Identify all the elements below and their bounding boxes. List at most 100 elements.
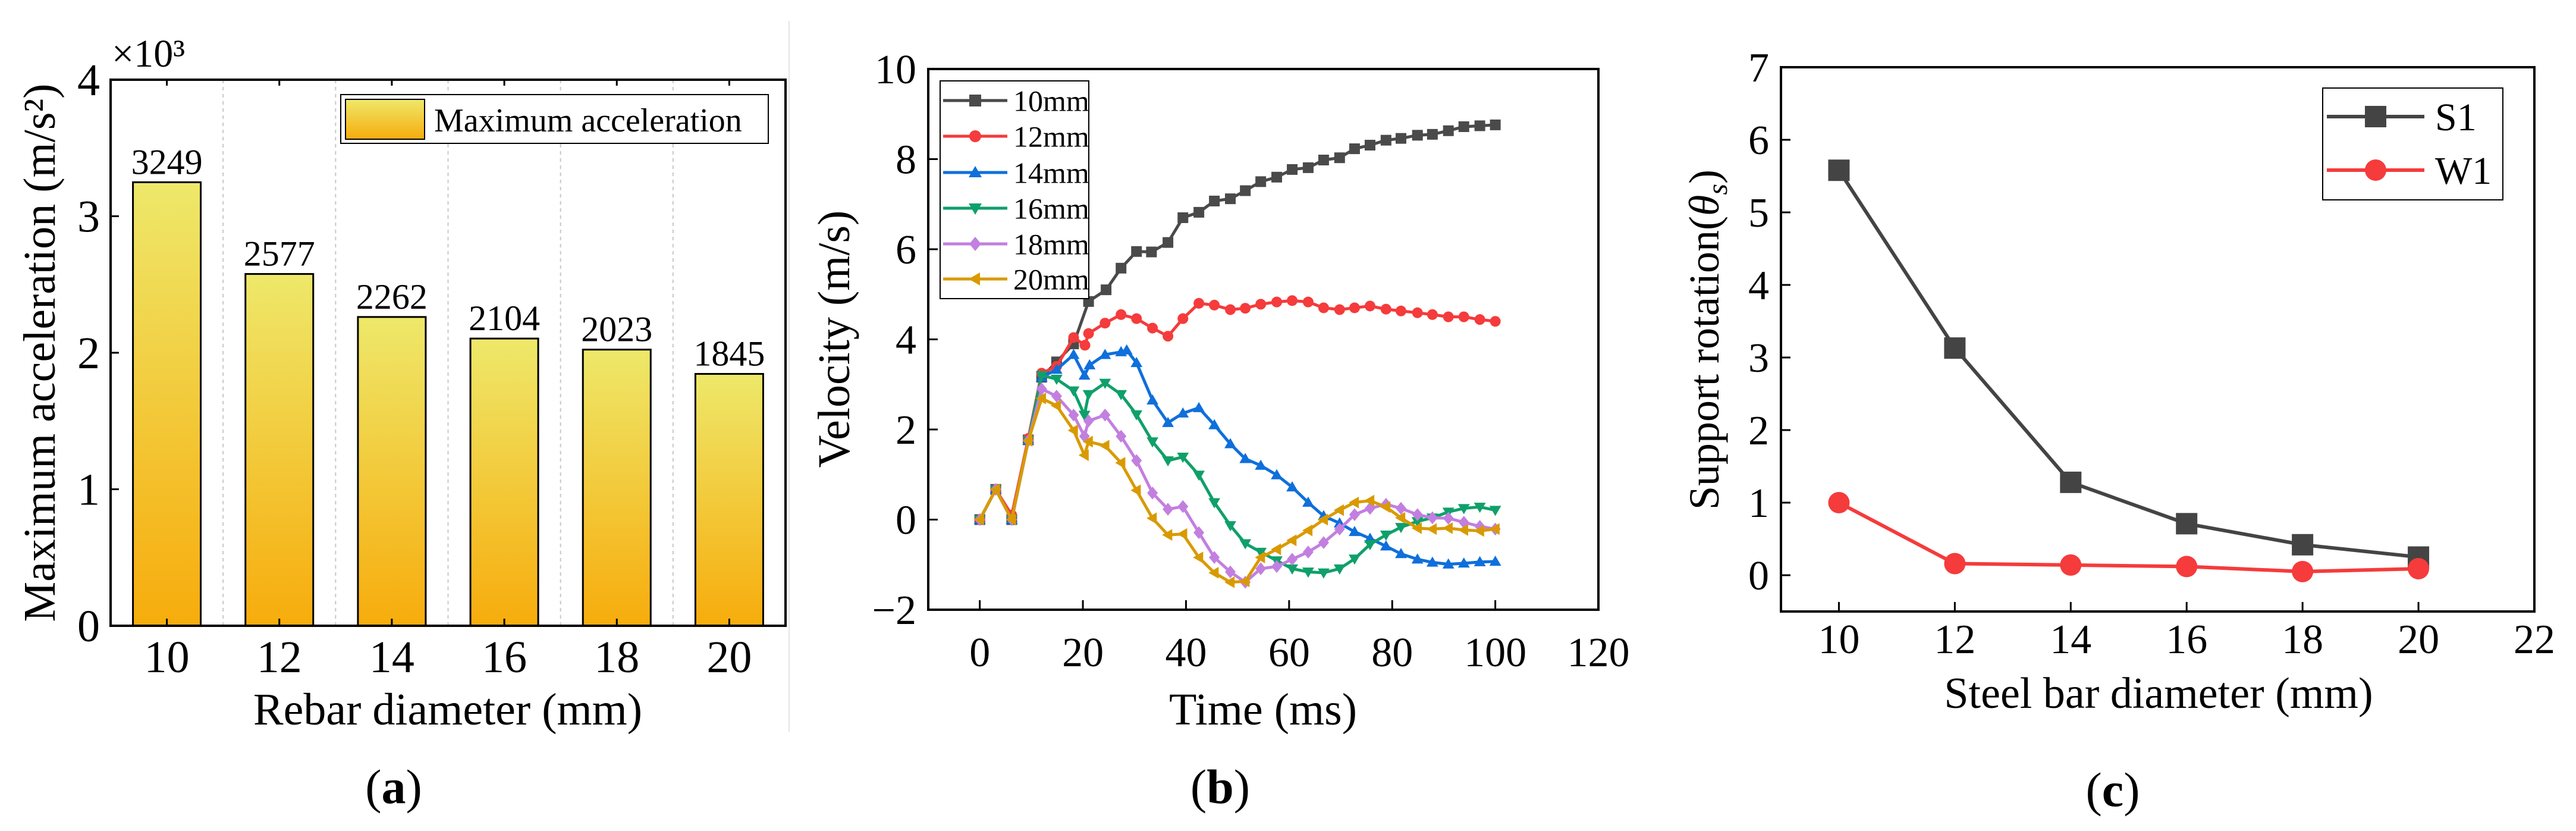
series-line bbox=[978, 387, 1496, 584]
marker-diamond bbox=[1443, 512, 1454, 525]
bar-20 bbox=[694, 373, 764, 627]
marker-diamond bbox=[1255, 562, 1267, 575]
marker-diamond bbox=[1318, 536, 1329, 549]
marker-diamond bbox=[1349, 508, 1360, 521]
marker-triangle-left bbox=[1318, 513, 1328, 526]
x-tick-label: 60 bbox=[1268, 630, 1310, 676]
marker-triangle-up bbox=[1146, 394, 1159, 404]
marker-triangle-down bbox=[1050, 374, 1063, 385]
y-tick-label: 3 bbox=[1748, 335, 1769, 381]
marker-circle bbox=[1225, 304, 1236, 315]
x-tick-label: 20 bbox=[706, 632, 752, 682]
y-axis-title: Support rotation(θs) bbox=[1680, 170, 1733, 510]
marker-circle bbox=[1334, 304, 1345, 315]
x-tick-label: 14 bbox=[369, 632, 414, 682]
y-tick-label: 3 bbox=[77, 192, 100, 242]
marker-circle bbox=[2292, 560, 2314, 582]
marker-triangle-down bbox=[1208, 498, 1221, 509]
marker-triangle-down bbox=[1380, 531, 1392, 541]
marker-triangle-up bbox=[1395, 548, 1407, 559]
marker-square bbox=[1458, 121, 1469, 132]
marker-circle bbox=[1147, 322, 1158, 334]
series-12mm bbox=[974, 295, 1501, 525]
marker-triangle-left bbox=[1193, 551, 1204, 564]
marker-triangle-left bbox=[1489, 523, 1500, 535]
marker-square bbox=[1474, 120, 1485, 131]
marker-triangle-left bbox=[1067, 424, 1078, 437]
marker-diamond bbox=[1225, 565, 1236, 579]
marker-triangle-up bbox=[1286, 481, 1298, 492]
marker-triangle-left bbox=[1050, 399, 1061, 412]
marker-square bbox=[1116, 262, 1127, 274]
marker-square bbox=[1318, 155, 1329, 166]
marker-square bbox=[969, 95, 981, 106]
series-W1 bbox=[1828, 492, 2430, 582]
series-18mm bbox=[974, 382, 1501, 589]
marker-diamond bbox=[1177, 500, 1189, 513]
marker-diamond bbox=[1412, 508, 1423, 521]
bar-16 bbox=[469, 337, 539, 627]
marker-square bbox=[1349, 143, 1360, 155]
x-axis-title: Time (ms) bbox=[1169, 685, 1357, 735]
legend-item-14mm: 14mm bbox=[943, 156, 1089, 190]
marker-square bbox=[1412, 130, 1423, 141]
marker-triangle-down bbox=[1349, 554, 1361, 565]
panel-caption-a: (a) bbox=[365, 760, 422, 814]
marker-triangle-up bbox=[1099, 349, 1111, 359]
marker-triangle-down bbox=[1067, 386, 1080, 397]
marker-circle bbox=[1302, 296, 1314, 308]
marker-circle bbox=[1458, 311, 1469, 322]
series-line bbox=[1837, 169, 2419, 559]
y-tick-label: 5 bbox=[1748, 190, 1769, 236]
x-tick-label: 12 bbox=[257, 632, 302, 682]
legend-label: 18mm bbox=[1013, 228, 1089, 261]
marker-triangle-up bbox=[1442, 558, 1455, 569]
marker-triangle-up bbox=[1120, 344, 1133, 355]
marker-triangle-up bbox=[1411, 553, 1424, 564]
marker-triangle-down bbox=[969, 203, 982, 215]
marker-circle bbox=[1209, 299, 1220, 311]
marker-triangle-up bbox=[1239, 453, 1252, 463]
marker-circle bbox=[2060, 554, 2082, 576]
legend-item-W1: W1 bbox=[2327, 149, 2492, 193]
marker-triangle-down bbox=[1474, 503, 1486, 513]
marker-diamond bbox=[1334, 522, 1345, 536]
marker-square bbox=[1255, 176, 1267, 187]
marker-triangle-down bbox=[1082, 390, 1095, 400]
marker-square bbox=[1364, 140, 1375, 151]
marker-triangle-up bbox=[1193, 402, 1205, 412]
marker-triangle-left bbox=[1255, 551, 1265, 564]
marker-triangle-up bbox=[1177, 407, 1189, 418]
marker-square bbox=[1131, 246, 1142, 257]
marker-circle bbox=[1131, 313, 1142, 324]
marker-circle bbox=[1083, 328, 1094, 339]
legend-label: 14mm bbox=[1013, 156, 1089, 190]
marker-triangle-up bbox=[1162, 416, 1174, 427]
x-axis-title: Steel bar diameter (mm) bbox=[1944, 669, 2373, 718]
marker-triangle-left bbox=[1177, 528, 1188, 540]
marker-triangle-left bbox=[1286, 534, 1297, 547]
legend-item-16mm: 16mm bbox=[943, 192, 1089, 225]
marker-triangle-down bbox=[1078, 410, 1091, 421]
y-tick-label: 0 bbox=[77, 601, 100, 651]
panel-caption-b: (b) bbox=[1190, 760, 1250, 814]
x-tick-label: 12 bbox=[1934, 617, 1975, 663]
bar-10 bbox=[132, 181, 202, 627]
marker-square bbox=[1225, 193, 1236, 205]
marker-diamond bbox=[1163, 503, 1174, 516]
marker-triangle-up bbox=[1083, 359, 1096, 369]
marker-triangle-left bbox=[1426, 523, 1437, 535]
marker-circle bbox=[1944, 553, 1966, 575]
marker-diamond bbox=[1051, 390, 1062, 403]
x-tick-label: 18 bbox=[2282, 617, 2323, 663]
y-tick-label: 0 bbox=[1748, 553, 1769, 599]
legend-label: 20mm bbox=[1013, 263, 1089, 296]
marker-circle bbox=[1271, 296, 1283, 308]
x-tick-label: 20 bbox=[1062, 630, 1104, 676]
marker-triangle-left bbox=[1239, 575, 1250, 588]
marker-triangle-left bbox=[1380, 501, 1391, 513]
marker-square bbox=[2060, 471, 2082, 493]
marker-circle bbox=[1068, 332, 1079, 343]
marker-diamond bbox=[1271, 560, 1283, 573]
